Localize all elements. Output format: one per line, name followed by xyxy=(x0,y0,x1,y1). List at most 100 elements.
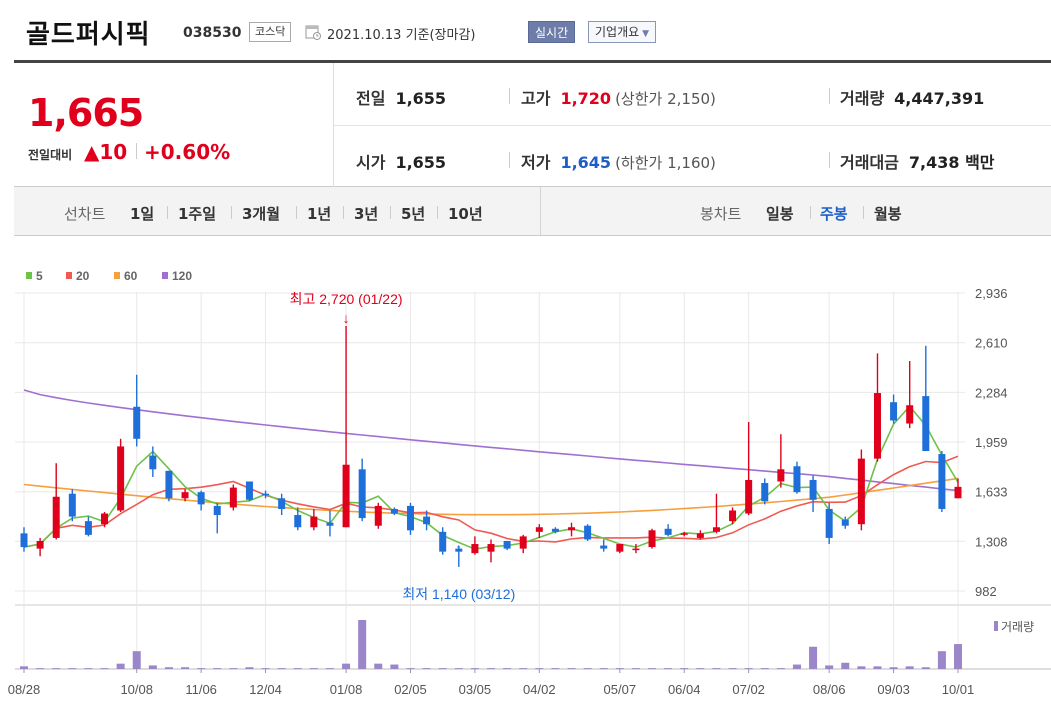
volume-bar xyxy=(954,644,962,669)
corp-info-dropdown[interactable]: 기업개요 ▼ xyxy=(588,21,657,43)
period-3y[interactable]: 3년 xyxy=(354,205,379,223)
market-badge: 코스닥 xyxy=(249,22,292,42)
candle-body xyxy=(358,469,366,519)
candle-body xyxy=(294,515,302,528)
volume-bar xyxy=(181,667,190,669)
period-10y[interactable]: 10년 xyxy=(448,205,483,223)
low-annotation: 최저 1,140 (03/12) xyxy=(402,586,515,602)
candle-body xyxy=(616,544,624,552)
amount-label: 거래대금 xyxy=(840,153,899,172)
current-price: 1,665 xyxy=(28,91,144,135)
change-value: ▲10 xyxy=(84,140,128,164)
ma20-line xyxy=(23,455,959,548)
legend-swatch xyxy=(114,272,120,279)
x-tick-label: 11/06 xyxy=(185,682,217,697)
divider xyxy=(810,206,811,219)
candle-body xyxy=(745,479,753,514)
x-tick-label: 09/03 xyxy=(877,682,910,697)
line-chart-label: 선차트 xyxy=(64,205,106,223)
candle-body xyxy=(680,533,688,535)
candle-body xyxy=(406,505,414,531)
volume-bar xyxy=(873,666,882,669)
candle-body xyxy=(503,540,511,549)
quote-box: 1,665 전일대비 ▲10 +0.60% 전일 1,655 고가 1,720 (상한… xyxy=(14,60,1051,187)
volume-bar xyxy=(132,651,141,669)
candle-body xyxy=(584,525,592,540)
divider xyxy=(390,206,391,219)
candle-monthly[interactable]: 월봉 xyxy=(874,205,902,223)
x-tick-label: 02/05 xyxy=(394,682,427,697)
volume-bar xyxy=(519,668,528,670)
y-tick-label: 982 xyxy=(975,584,997,599)
candle-body xyxy=(117,446,125,511)
candle-body xyxy=(600,545,608,549)
volume-bar xyxy=(615,668,624,670)
candle-body xyxy=(36,540,44,549)
x-tick-label: 08/06 xyxy=(813,682,846,697)
legend-label: 5 xyxy=(36,269,43,283)
candle-body xyxy=(213,505,221,516)
period-3m[interactable]: 3개월 xyxy=(242,205,281,223)
corp-info-label: 기업개요 xyxy=(595,25,640,39)
volume-bar xyxy=(116,663,125,669)
legend-swatch xyxy=(162,272,168,279)
candle-body xyxy=(68,493,76,517)
volume-bar xyxy=(84,668,93,670)
price-block: 1,665 전일대비 ▲10 +0.60% xyxy=(14,63,334,187)
candle-body xyxy=(229,487,237,508)
candle-body xyxy=(809,479,817,500)
x-tick-label: 05/07 xyxy=(604,682,637,697)
low-arrow-icon: ↑ xyxy=(455,540,462,556)
legend-label: 60 xyxy=(124,269,138,283)
volume-bar xyxy=(696,668,705,670)
period-1y[interactable]: 1년 xyxy=(307,205,332,223)
legend-label: 20 xyxy=(76,269,90,283)
candle-daily[interactable]: 일봉 xyxy=(766,205,794,223)
period-1d[interactable]: 1일 xyxy=(130,205,155,223)
lower-limit: (하한가 1,160) xyxy=(615,154,716,172)
divider xyxy=(437,206,438,219)
candle-body xyxy=(648,530,656,548)
volume-bar xyxy=(567,668,576,670)
y-tick-label: 2,284 xyxy=(975,385,1008,400)
volume-bar xyxy=(422,668,431,670)
divider xyxy=(829,152,830,168)
volume-bar xyxy=(841,662,850,669)
candle-body xyxy=(423,516,431,525)
y-tick-label: 1,959 xyxy=(975,435,1008,450)
candle-body xyxy=(20,533,28,548)
volume-bar xyxy=(454,668,463,670)
realtime-button[interactable]: 실시간 xyxy=(528,21,576,43)
volume: 거래량 4,447,391 xyxy=(840,85,984,109)
prev-close-value: 1,655 xyxy=(395,89,447,108)
volume-bar xyxy=(792,664,801,669)
volume-bar xyxy=(631,668,640,670)
x-tick-label: 06/04 xyxy=(668,682,701,697)
candle-weekly[interactable]: 주봉 xyxy=(820,205,848,223)
amount-value: 7,438 백만 xyxy=(908,153,995,172)
candle-body xyxy=(568,527,576,531)
prev-close: 전일 1,655 xyxy=(356,85,446,109)
volume-bar xyxy=(809,646,818,669)
candle-body xyxy=(165,470,173,499)
x-tick-label: 03/05 xyxy=(459,682,492,697)
legend-label: 120 xyxy=(172,269,192,283)
volume-bar xyxy=(889,667,898,669)
volume-bar xyxy=(197,668,206,670)
base-date: 2021.10.13 기준(장마감) xyxy=(327,28,476,43)
volume-bar xyxy=(760,668,769,670)
change-percent: +0.60% xyxy=(144,140,231,164)
candle-body xyxy=(471,544,479,554)
y-tick-label: 1,633 xyxy=(975,485,1008,500)
dropdown-arrow-icon: ▼ xyxy=(642,29,650,39)
candle-body xyxy=(551,528,559,532)
period-1w[interactable]: 1주일 xyxy=(178,205,217,223)
x-tick-label: 01/08 xyxy=(330,682,363,697)
period-5y[interactable]: 5년 xyxy=(401,205,426,223)
high-annotation: 최고 2,720 (01/22) xyxy=(290,291,403,307)
volume-bar xyxy=(680,668,689,670)
volume-bar xyxy=(390,664,399,669)
volume-bar xyxy=(245,667,254,669)
candle-body xyxy=(696,533,704,538)
volume-bar xyxy=(551,668,560,670)
